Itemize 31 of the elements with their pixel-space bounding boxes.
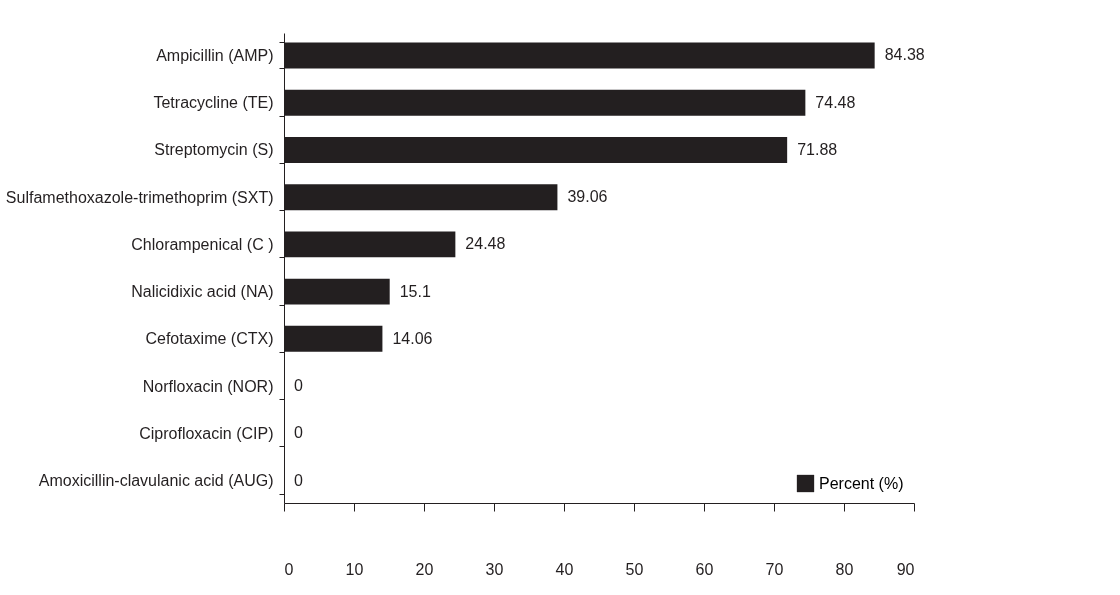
data-label: 24.48 [465,235,506,253]
y-tick-label: Streptomycin (S) [154,141,274,159]
data-label: 0 [294,377,303,395]
y-tick-label: Norfloxacin (NOR) [142,377,274,395]
x-tick-label: 30 [485,560,504,578]
y-tick-label: Ciprofloxacin (CIP) [139,424,274,442]
x-tick-label: 20 [415,560,434,578]
y-tick-label: Cefotaxime (CTX) [145,330,274,348]
x-tick-label: 0 [284,560,294,578]
y-tick-label: Nalicidixic acid (NA) [131,283,274,301]
y-tick-label: Sulfamethoxazole-trimethoprim (SXT) [5,188,274,206]
y-tick-label: Chlorampenical (C ) [131,235,274,253]
y-tick-label: Ampicillin (AMP) [156,46,274,64]
data-label: 0 [294,471,303,489]
legend-label: Percent (%) [819,474,904,492]
x-tick-label: 80 [835,560,854,578]
data-label: 84.38 [884,46,925,64]
y-tick-label: Tetracycline (TE) [153,94,274,112]
y-tick-label: Amoxicillin-clavulanic acid (AUG) [38,472,274,490]
data-label: 0 [294,424,303,442]
x-tick-label: 90 [896,560,915,578]
data-label: 71.88 [797,140,838,158]
x-tick-label: 40 [555,560,574,578]
x-tick-label: 10 [345,560,364,578]
data-label: 39.06 [567,188,608,206]
x-tick-label: 50 [625,560,644,578]
data-label: 14.06 [392,329,433,347]
x-tick-label: 70 [765,560,784,578]
data-label: 74.48 [815,93,856,111]
data-label: 15.1 [399,282,431,300]
x-tick-label: 60 [695,560,714,578]
